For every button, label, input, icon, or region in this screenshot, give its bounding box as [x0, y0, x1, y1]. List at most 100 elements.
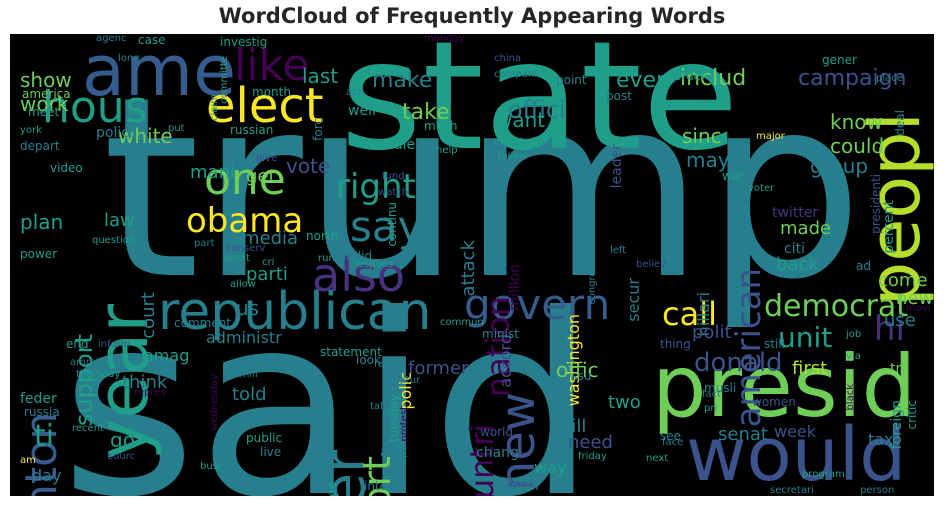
- word-part: part: [194, 238, 215, 249]
- word-movi: movi: [906, 303, 931, 314]
- word-kill: kill: [128, 107, 143, 118]
- word-deal: deal: [893, 110, 907, 136]
- word-administr: administr: [206, 328, 282, 347]
- word-obama: obama: [186, 201, 304, 241]
- word-releas: releas: [374, 359, 405, 370]
- word-donald: donald: [694, 348, 783, 378]
- word-gener: gener: [822, 53, 857, 67]
- word-left: left: [610, 245, 627, 256]
- word-unit: unit: [778, 321, 833, 354]
- word-forc: forc: [311, 118, 325, 141]
- word-continu: continu: [385, 202, 399, 247]
- word-amat: amat: [224, 253, 250, 264]
- word-power: power: [20, 247, 58, 261]
- word-watch: watch: [378, 187, 409, 198]
- word-also: also: [312, 248, 406, 302]
- word-offic: offic: [556, 358, 599, 382]
- word-use: use: [884, 310, 916, 331]
- word-polit: polit: [692, 322, 732, 343]
- word-includ: includ: [680, 66, 747, 91]
- word-russia: russia: [24, 405, 60, 419]
- word-hous: hous: [42, 82, 148, 133]
- word-candid: candid: [332, 249, 373, 263]
- word-follow: follow: [498, 151, 528, 162]
- word-accord: accord: [496, 334, 515, 388]
- word-one: one: [204, 154, 286, 205]
- word-day: day: [32, 466, 62, 485]
- word-put: put: [168, 123, 185, 134]
- word-via: via: [846, 351, 861, 362]
- word-issu: issu: [568, 369, 592, 383]
- word-fund: fund: [382, 171, 405, 182]
- word-major: major: [756, 131, 785, 142]
- word-north: north: [306, 229, 339, 243]
- word-chang: chang: [476, 445, 519, 461]
- word-public: public: [246, 431, 283, 445]
- word-made: made: [780, 218, 832, 239]
- word-hi: hi: [874, 309, 905, 349]
- word-america: america: [22, 87, 71, 101]
- word-tri: tri: [890, 361, 906, 377]
- word-minist: minist: [482, 327, 519, 341]
- word-conserv: conserv: [226, 243, 266, 254]
- word-black: black: [845, 384, 856, 411]
- word-post: post: [606, 89, 632, 103]
- word-like: like: [234, 40, 310, 91]
- word-see: see: [660, 429, 682, 443]
- word-recent: recent: [72, 423, 104, 434]
- word-call: call: [662, 295, 717, 333]
- word-am: am: [20, 455, 36, 466]
- word-thursday: thursday: [76, 369, 121, 380]
- word-run: run: [318, 253, 335, 264]
- word-think: think: [122, 372, 168, 393]
- word-live: live: [260, 445, 282, 459]
- word-elect: elect: [206, 78, 324, 134]
- word-face: face: [662, 437, 684, 448]
- word-presidenti: presidenti: [869, 174, 883, 234]
- word-may: may: [686, 148, 730, 172]
- word-rule: rule: [388, 137, 416, 153]
- word-make: make: [372, 68, 433, 93]
- word-plan: plan: [20, 210, 64, 234]
- word-attack: attack: [458, 240, 479, 297]
- word-percent: percent: [881, 200, 897, 254]
- word-leader: leader: [609, 144, 625, 189]
- word-ask: ask: [380, 442, 408, 461]
- word-month: month: [252, 85, 291, 99]
- word-statement: statement: [320, 345, 382, 359]
- word-could: could: [830, 134, 885, 158]
- word-back: back: [776, 254, 819, 275]
- word-law: law: [104, 210, 135, 231]
- word-busi: busi: [200, 461, 221, 472]
- word-point: point: [556, 73, 587, 87]
- word-fact: fact: [702, 389, 722, 400]
- word-still: still: [764, 337, 785, 351]
- word-program: program: [802, 469, 845, 480]
- word-agenc: agenc: [96, 34, 127, 44]
- word-long: long: [118, 53, 140, 64]
- word-last: last: [302, 64, 339, 88]
- word-get: get: [246, 166, 276, 187]
- word-polici: polici: [96, 125, 133, 141]
- word-need: need: [568, 432, 613, 453]
- word-voter: voter: [748, 183, 775, 194]
- word-secretari: secretari: [770, 485, 814, 496]
- word-china: china: [494, 53, 522, 64]
- word-inform: inform: [98, 339, 131, 350]
- word-two: two: [608, 392, 641, 413]
- word-question: question: [92, 235, 136, 246]
- word-russian: russian: [230, 123, 274, 137]
- word-week: week: [774, 422, 817, 441]
- word-friday: friday: [578, 451, 607, 462]
- word-parti: parti: [246, 264, 288, 285]
- word-want: want: [496, 108, 546, 132]
- word-order: order: [674, 69, 706, 83]
- word-member: member: [494, 137, 537, 148]
- word-give: give: [256, 153, 278, 164]
- word-war: war: [722, 169, 745, 183]
- word-respons: respons: [354, 259, 394, 270]
- word-former: former: [408, 358, 469, 379]
- word-us: us: [236, 296, 260, 320]
- word-musli: musli: [704, 381, 737, 395]
